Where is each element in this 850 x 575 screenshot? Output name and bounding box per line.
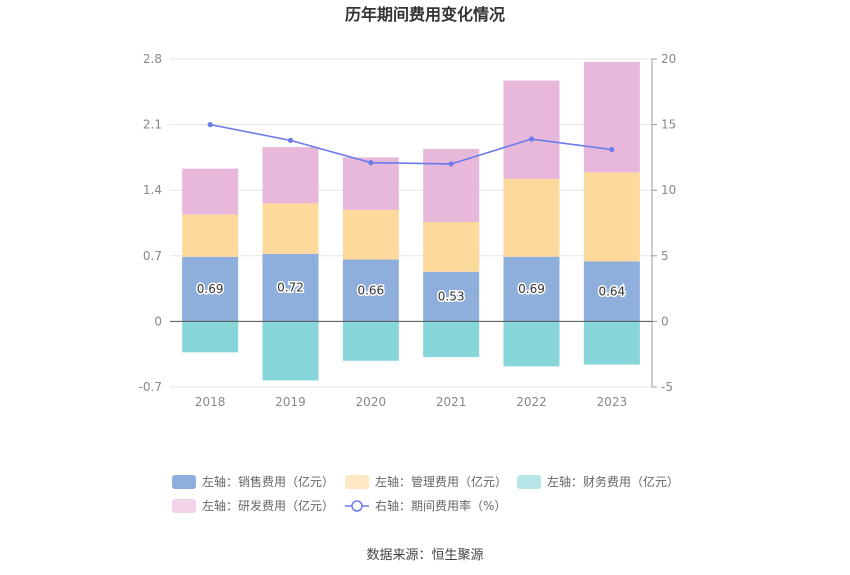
legend-marker-icon (351, 500, 363, 512)
x-tick-label: 2022 (516, 395, 547, 409)
rate-point (207, 122, 213, 128)
data-label: 0.64 (598, 284, 625, 298)
rate-point (528, 136, 535, 142)
chart-title: 历年期间费用变化情况 (345, 5, 505, 24)
bar (583, 261, 640, 322)
legend-item: 左轴：财务费用（亿元） (517, 474, 679, 489)
bar (342, 259, 399, 322)
bar (342, 321, 399, 361)
left-tick-label: 2.1 (143, 118, 162, 132)
data-label: 0.53 (438, 290, 465, 304)
bar (503, 321, 560, 367)
data-labels: 0.69 0.72 0.66 0.53 0.69 0.64 (195, 279, 626, 305)
data-label: 0.69 (197, 282, 224, 296)
bar (262, 321, 319, 381)
rate-point (448, 161, 454, 167)
left-tick-label: 2.8 (143, 52, 162, 66)
bar (182, 256, 239, 322)
left-tick-label: 0 (154, 314, 162, 328)
bar (423, 321, 480, 358)
bar (182, 168, 239, 215)
legend-label: 左轴：管理费用（亿元） (375, 474, 507, 489)
legend-item: 左轴：销售费用（亿元） (172, 474, 334, 489)
bars (182, 61, 640, 381)
bar (182, 321, 239, 353)
source-note: 数据来源：恒生聚源 (366, 548, 483, 563)
right-tick-label: 0 (661, 314, 669, 328)
right-tick-label: -5 (661, 380, 673, 394)
bar (262, 253, 319, 322)
rate-line (207, 122, 615, 167)
legend-swatch-icon (345, 475, 369, 489)
legend-item: 左轴：研发费用（亿元） (172, 498, 334, 513)
left-tick-label: -0.7 (139, 380, 162, 394)
rate-line-path (210, 123, 612, 165)
x-tick-label: 2023 (597, 395, 628, 409)
bar (503, 80, 560, 179)
x-tick-label: 2021 (436, 395, 467, 409)
legend-label: 右轴：期间费用率（%） (375, 498, 506, 513)
right-tick-label: 15 (661, 118, 676, 132)
left-tick-label: 0.7 (143, 249, 162, 263)
bar (342, 209, 399, 260)
bar (503, 256, 560, 322)
right-tick-label: 10 (661, 183, 676, 197)
rate-point (609, 146, 615, 153)
data-label: 0.72 (277, 281, 304, 295)
bar (583, 172, 640, 262)
legend-label: 左轴：研发费用（亿元） (202, 498, 334, 513)
legend: 左轴：销售费用（亿元） 左轴：管理费用（亿元） 左轴：财务费用（亿元） 左轴：研发费用… (172, 474, 679, 513)
right-tick-label: 5 (661, 249, 669, 263)
data-label: 0.66 (357, 283, 384, 297)
bar (262, 147, 319, 204)
x-tick-label: 2019 (275, 395, 306, 409)
bar (583, 61, 640, 173)
left-tick-label: 1.4 (143, 183, 162, 197)
legend-label: 左轴：销售费用（亿元） (202, 474, 334, 489)
rate-point (287, 137, 294, 143)
bar (342, 157, 399, 210)
legend-item: 左轴：管理费用（亿元） (345, 474, 507, 489)
grid (170, 58, 652, 388)
bar (423, 148, 480, 223)
axes: -0.7 0 0.7 1.4 2.1 2.8 -5 0 5 10 15 20 2018 2019 2020 2… (139, 52, 677, 409)
bar (182, 214, 239, 257)
legend-label: 左轴：财务费用（亿元） (547, 474, 679, 489)
bar (262, 203, 319, 254)
x-tick-label: 2020 (356, 395, 387, 409)
x-tick-label: 2018 (195, 395, 226, 409)
bar (503, 178, 560, 257)
bar (423, 271, 480, 322)
legend-item: 右轴：期间费用率（%） (345, 498, 506, 513)
rate-point (368, 160, 374, 166)
legend-swatch-icon (172, 499, 196, 513)
legend-swatch-icon (172, 475, 196, 489)
right-tick-label: 20 (661, 52, 676, 66)
bar (423, 222, 480, 272)
data-label: 0.69 (518, 282, 545, 296)
legend-swatch-icon (517, 475, 541, 489)
bar (583, 321, 640, 365)
